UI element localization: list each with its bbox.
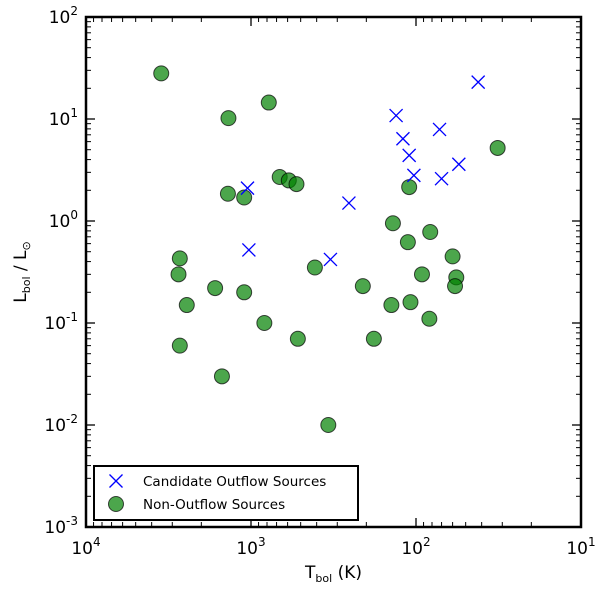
x-marker-stroke [432, 122, 447, 137]
ticks-layer [85, 16, 582, 528]
x-marker-stroke [241, 243, 256, 257]
non-outflow-point [153, 65, 170, 82]
legend-cross-icon [109, 474, 123, 488]
x-marker-stroke [434, 171, 449, 186]
outflow-candidate-point [451, 157, 466, 172]
x-axis-label: Tbol (K) [304, 563, 362, 585]
x-marker-stroke [402, 148, 417, 163]
x-tick-label: 103 [236, 535, 265, 559]
outflow-candidate-point [434, 171, 449, 186]
outflow-candidate-point [389, 108, 404, 123]
outflow-candidate-point [432, 122, 447, 137]
x-marker-stroke [341, 196, 356, 210]
non-outflow-point [399, 234, 416, 251]
non-outflow-point [306, 259, 323, 276]
non-outflow-point [320, 417, 337, 433]
x-marker-stroke [451, 157, 466, 172]
outflow-candidate-point [323, 252, 338, 267]
legend-label: Non-Outflow Sources [143, 497, 285, 513]
legend-label: Candidate Outflow Sources [143, 474, 326, 490]
y-tick-label: 10-2 [44, 412, 78, 436]
non-outflow-point [236, 284, 253, 301]
non-outflow-point [219, 185, 236, 202]
non-outflow-point [383, 297, 400, 314]
non-outflow-point [256, 315, 273, 331]
non-outflow-point [213, 368, 230, 385]
x-marker-stroke [406, 168, 421, 183]
y-axis-label: Lbol / L⊙ [11, 241, 33, 303]
non-outflow-point [413, 266, 430, 283]
outflow-candidate-point [471, 75, 486, 90]
non-outflow-point [354, 278, 371, 295]
x-tick-label: 104 [71, 535, 100, 559]
outflow-candidate-point [240, 181, 255, 196]
non-outflow-point [236, 189, 253, 206]
non-outflow-point [422, 224, 439, 241]
non-outflow-point [489, 139, 506, 156]
non-outflow-point [447, 278, 464, 295]
non-outflow-point [170, 266, 187, 283]
outflow-candidate-point [402, 148, 417, 163]
non-outflow-point [421, 310, 438, 327]
x-marker-stroke [471, 75, 486, 90]
legend-circle-icon [108, 496, 124, 512]
x-tick-label: 102 [401, 535, 430, 559]
non-outflow-point [207, 280, 224, 297]
non-outflow-point [289, 330, 306, 347]
non-outflow-point [220, 110, 237, 127]
legend: Candidate Outflow Sources Non-Outflow Sou… [93, 465, 359, 521]
y-tick-label: 101 [49, 106, 78, 130]
non-outflow-point [288, 176, 305, 193]
legend-box [93, 465, 359, 521]
x-marker-stroke [389, 108, 404, 123]
outflow-candidate-point [241, 243, 256, 257]
x-marker-stroke [240, 181, 255, 196]
y-tick-label: 102 [49, 4, 78, 28]
non-outflow-point [365, 330, 382, 347]
x-tick-label: 101 [566, 535, 595, 559]
non-outflow-point [401, 179, 418, 196]
non-outflow-point [171, 250, 188, 267]
non-outflow-point [178, 297, 195, 314]
outflow-candidate-point [341, 196, 356, 210]
non-outflow-point [260, 94, 277, 111]
non-outflow-point [402, 294, 419, 311]
y-tick-label: 10-1 [44, 310, 78, 334]
marks-layer [153, 65, 506, 433]
plot-area-frame [84, 15, 583, 529]
non-outflow-point [384, 215, 401, 232]
non-outflow-point [171, 337, 188, 354]
x-marker-stroke [323, 252, 338, 267]
outflow-candidate-point [395, 131, 410, 146]
x-marker-stroke [395, 131, 410, 146]
labels-layer: 104 103 102 101 102 101 100 10-1 10-2 10-3 Tbol (K… [11, 4, 596, 585]
y-tick-label: 100 [49, 208, 78, 232]
outflow-candidate-point [406, 168, 421, 183]
non-outflow-point [444, 248, 461, 265]
x-marker-stroke [109, 474, 123, 488]
y-tick-label: 10-3 [44, 514, 78, 538]
